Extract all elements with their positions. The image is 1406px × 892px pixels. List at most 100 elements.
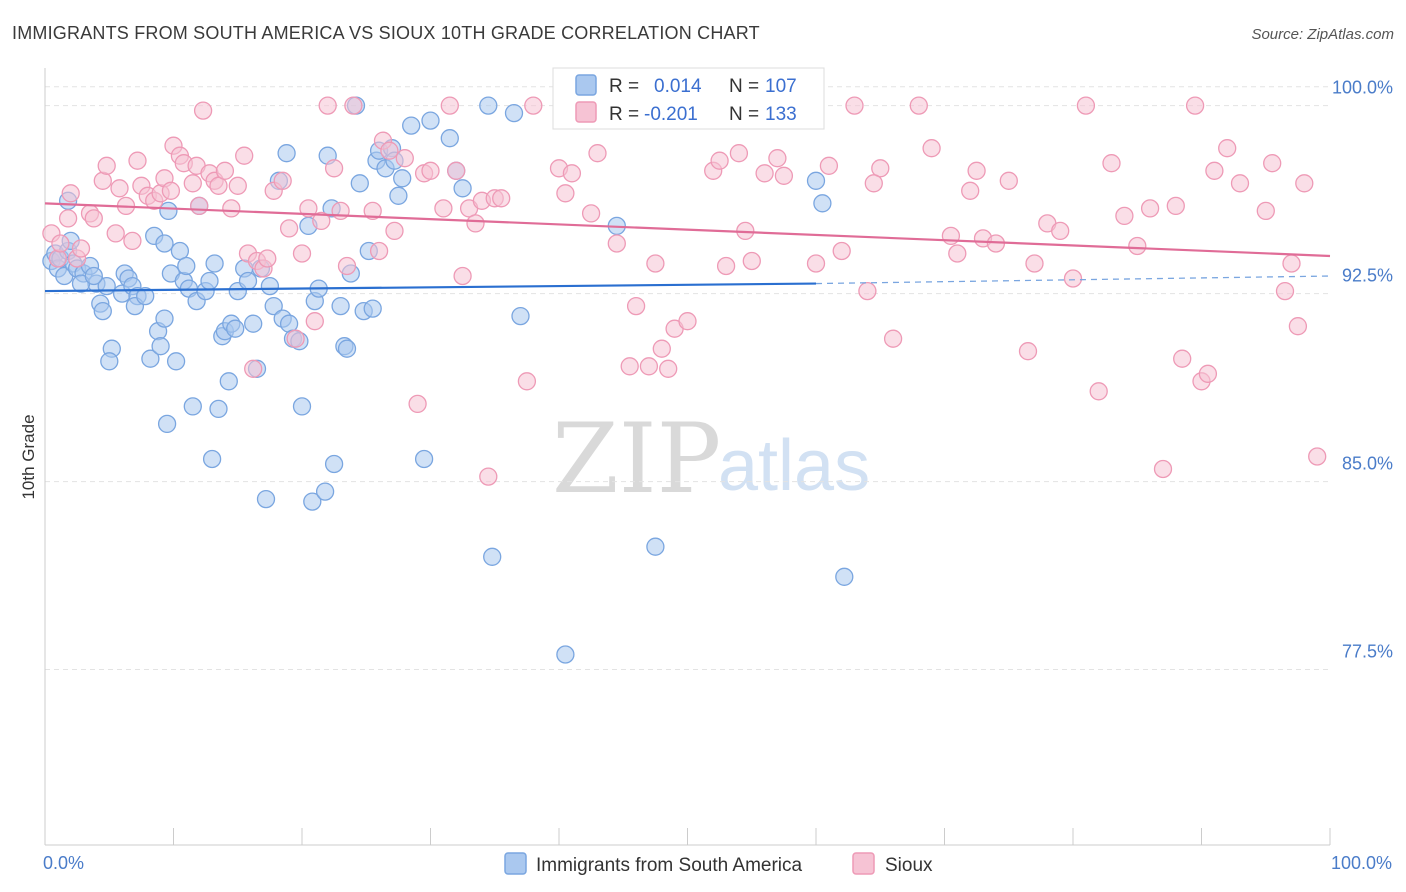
point-sioux-125 [1115, 206, 1134, 226]
point-south-america-64 [292, 397, 312, 416]
legend-n-label-2: N = [729, 104, 759, 125]
point-sioux-84 [639, 357, 659, 376]
point-sioux-111 [948, 244, 967, 263]
legend-n-value-2: 133 [765, 104, 797, 125]
point-south-america-46 [219, 372, 238, 391]
point-sioux-52 [337, 256, 357, 276]
point-sioux-9 [93, 171, 112, 190]
point-south-america-72 [324, 454, 344, 474]
point-sioux-137 [1263, 154, 1282, 173]
point-sioux-59 [395, 149, 414, 168]
point-south-america-31 [166, 352, 186, 371]
point-south-america-43 [209, 399, 228, 419]
trend-layer [44, 202, 1331, 293]
point-sioux-133 [1205, 161, 1224, 180]
chart-source: Source: ZipAtlas.com [1251, 26, 1394, 43]
point-south-america-89 [402, 116, 421, 135]
point-sioux-3 [58, 209, 78, 228]
point-sioux-105 [858, 281, 877, 301]
point-sioux-138 [1282, 254, 1301, 273]
point-sioux-89 [678, 312, 697, 331]
point-south-america-103 [813, 194, 832, 213]
point-sioux-43 [279, 219, 299, 238]
point-sioux-110 [941, 226, 961, 246]
point-sioux-94 [729, 144, 749, 163]
point-sioux-128 [1153, 459, 1173, 479]
point-south-america-104 [835, 567, 854, 586]
point-sioux-121 [1063, 269, 1083, 288]
point-south-america-95 [479, 96, 498, 115]
point-sioux-120 [1051, 221, 1070, 241]
point-sioux-46 [299, 199, 318, 218]
point-sioux-15 [128, 151, 147, 170]
y-tick-labels: 100.0% 92.5% 85.0% 77.5% [1332, 78, 1393, 662]
point-south-america-88 [393, 169, 412, 188]
point-sioux-68 [466, 214, 485, 233]
point-south-america-23 [136, 286, 155, 306]
point-sioux-109 [922, 139, 941, 158]
point-south-america-96 [483, 547, 502, 566]
point-south-america-52 [244, 314, 263, 333]
point-sioux-79 [588, 144, 607, 163]
point-south-america-48 [226, 319, 245, 338]
point-south-america-66 [303, 492, 322, 511]
point-sioux-44 [286, 329, 305, 348]
stats-legend: R = 0.014 N = 107 R = -0.201 N = 133 [552, 67, 825, 130]
point-sioux-136 [1256, 201, 1275, 221]
point-south-america-56 [260, 276, 280, 296]
point-sioux-33 [222, 199, 241, 218]
point-south-america-92 [440, 129, 459, 148]
point-sioux-37 [244, 359, 263, 378]
point-sioux-58 [385, 221, 404, 241]
point-sioux-51 [331, 201, 350, 221]
point-sioux-28 [193, 101, 213, 120]
point-south-america-51 [238, 271, 258, 291]
point-sioux-112 [961, 181, 980, 200]
stats-legend-box [552, 67, 825, 130]
point-south-america-41 [202, 449, 222, 469]
legend-r-label-2: R = [609, 104, 639, 125]
point-sioux-48 [312, 211, 331, 231]
point-sioux-54 [363, 201, 382, 221]
point-sioux-85 [646, 254, 665, 273]
point-sioux-123 [1089, 382, 1108, 401]
point-south-america-108 [84, 266, 103, 286]
point-sioux-60 [408, 394, 427, 414]
point-sioux-2 [51, 234, 70, 253]
watermark-zip: ZIP [552, 403, 721, 515]
point-south-america-60 [277, 144, 296, 163]
point-sioux-47 [305, 312, 324, 331]
point-south-america-28 [155, 309, 174, 328]
point-sioux-130 [1185, 96, 1205, 115]
point-sioux-35 [235, 146, 254, 165]
point-south-america-69 [315, 482, 335, 501]
point-south-america-24 [141, 349, 160, 368]
series-legend-label-south-america: Immigrants from South America [536, 855, 803, 876]
point-sioux-25 [183, 174, 202, 193]
point-south-america-97 [504, 103, 524, 123]
point-south-america-99 [556, 645, 575, 664]
x-tick-label-min: 0.0% [43, 853, 84, 873]
point-south-america-42 [205, 254, 224, 273]
point-sioux-143 [1173, 349, 1192, 368]
point-south-america-40 [200, 271, 219, 291]
point-sioux-12 [110, 179, 129, 198]
y-tick-label-1: 92.5% [1342, 266, 1393, 286]
point-south-america-98 [511, 306, 530, 326]
trend-line-extension-south-america [815, 275, 1331, 285]
point-sioux-124 [1102, 154, 1121, 173]
point-sioux-27 [190, 196, 209, 216]
point-sioux-8 [84, 209, 103, 228]
point-sioux-98 [768, 149, 787, 168]
point-sioux-97 [755, 164, 774, 183]
point-sioux-99 [774, 166, 794, 185]
point-south-america-36 [183, 397, 202, 416]
point-sioux-6 [71, 239, 91, 258]
point-sioux-72 [492, 189, 511, 208]
point-south-america-87 [389, 186, 408, 205]
y-tick-label-2: 85.0% [1342, 454, 1393, 474]
legend-r-label-1: R = [609, 76, 639, 97]
point-sioux-74 [524, 96, 543, 115]
point-south-america-13 [93, 301, 112, 321]
point-sioux-65 [447, 161, 466, 180]
